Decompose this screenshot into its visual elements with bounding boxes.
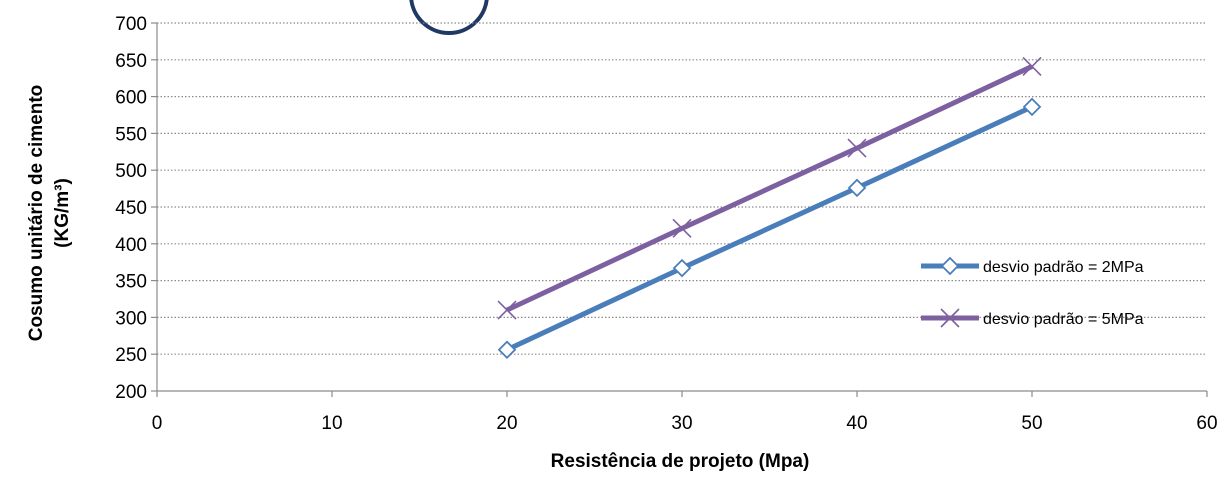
y-tick-label: 500	[115, 161, 147, 182]
x-marker-stroke	[672, 218, 692, 238]
x-marker-stroke	[847, 138, 867, 158]
data-point	[497, 340, 517, 360]
x-marker-stroke	[497, 300, 517, 320]
legend-marker	[940, 308, 960, 328]
y-tick-label: 300	[115, 308, 147, 329]
data-point	[847, 138, 867, 158]
y-tick-labels: 200 250 300 350 400 450 500 550 600 650 700	[115, 14, 147, 403]
data-point	[672, 218, 692, 238]
data-point	[1022, 56, 1042, 76]
y-tick-label: 250	[115, 345, 147, 366]
x-tick-label: 0	[152, 413, 163, 434]
legend-item: desvio padrão = 2MPa	[921, 256, 1144, 276]
y-tick-label: 450	[115, 198, 147, 219]
x-tick-label: 10	[321, 413, 342, 434]
series	[497, 56, 1042, 360]
legend-marker	[940, 256, 960, 276]
data-point	[1022, 97, 1042, 117]
y-axis-title: Cosumo unitário de cimento (KG/m³)	[26, 85, 73, 342]
series-1	[497, 97, 1042, 360]
y-tick-label: 600	[115, 88, 147, 109]
x-tick-label: 50	[1021, 413, 1042, 434]
y-tick-label: 550	[115, 124, 147, 145]
data-point	[847, 178, 867, 198]
series-line	[505, 104, 1034, 353]
y-tick-label: 700	[115, 14, 147, 35]
x-tick-labels: 0 10 20 30 40 50 60	[152, 413, 1218, 434]
x-marker-stroke	[1022, 56, 1042, 76]
legend-label: desvio padrão = 5MPa	[983, 311, 1144, 328]
y-tick-label: 650	[115, 51, 147, 72]
axes	[151, 22, 1208, 397]
series-2	[497, 56, 1042, 320]
x-tick-label: 40	[846, 413, 867, 434]
x-marker-stroke	[940, 308, 960, 328]
legend-label: desvio padrão = 2MPa	[983, 259, 1144, 276]
data-point	[497, 300, 517, 320]
legend-item: desvio padrão = 5MPa	[921, 308, 1144, 328]
x-tick-label: 30	[671, 413, 692, 434]
cropped-title-fragment	[409, 0, 489, 35]
x-tick-label: 20	[496, 413, 517, 434]
x-tick-label: 60	[1196, 413, 1217, 434]
series-line	[505, 64, 1034, 313]
x-axis-title: Resistência de projeto (Mpa)	[551, 451, 810, 472]
y-axis-title-line2: (KG/m³)	[52, 178, 73, 248]
gridlines	[157, 22, 1207, 355]
y-tick-label: 350	[115, 272, 147, 293]
y-tick-label: 200	[115, 382, 147, 403]
y-axis-title-line1: Cosumo unitário de cimento	[26, 85, 47, 342]
y-tick-label: 400	[115, 235, 147, 256]
data-point	[672, 258, 692, 278]
legend: desvio padrão = 2MPa desvio padrão = 5MPa	[921, 256, 1144, 328]
